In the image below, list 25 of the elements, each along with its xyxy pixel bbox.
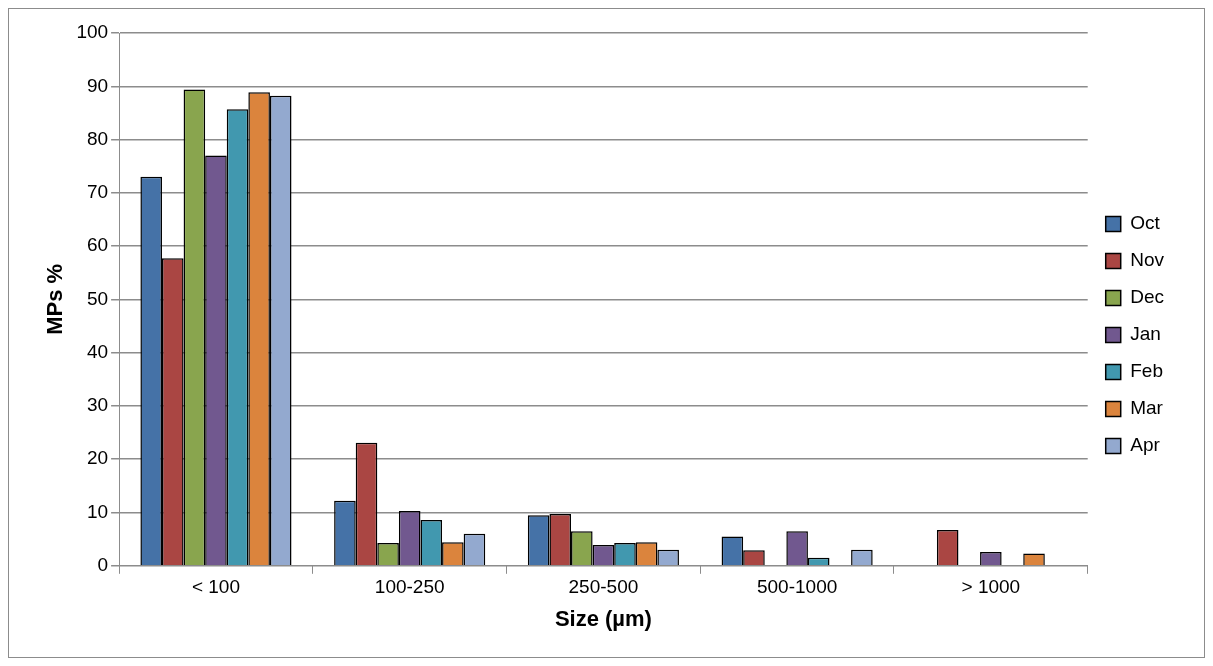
y-tick-label: 90 (86, 74, 109, 96)
legend-label: Mar (1130, 397, 1164, 419)
y-tick-label: 100 (76, 21, 109, 43)
x-tick-label: < 100 (191, 576, 240, 598)
y-tick-label: 10 (86, 500, 109, 522)
x-tick-label: > 1000 (961, 576, 1021, 598)
y-tick-label: 30 (86, 394, 109, 416)
y-tick-label: 80 (86, 127, 109, 149)
legend-label: Apr (1130, 434, 1161, 456)
legend-label: Oct (1130, 212, 1161, 234)
legend-label: Feb (1130, 360, 1163, 382)
x-tick-label: 250-500 (568, 576, 639, 598)
legend-label: Nov (1130, 249, 1165, 271)
legend-label: Dec (1130, 286, 1165, 308)
y-axis-title: MPs % (42, 263, 68, 335)
x-tick-label: 100-250 (374, 576, 445, 598)
y-tick-label: 0 (97, 554, 109, 576)
x-axis-title: Size (µm) (554, 605, 652, 631)
x-tick-label: 500-1000 (756, 576, 838, 598)
y-tick-label: 40 (86, 340, 109, 362)
y-tick-label: 60 (86, 234, 109, 256)
legend-label: Jan (1130, 323, 1161, 345)
y-tick-label: 70 (86, 181, 109, 203)
y-tick-label: 50 (86, 287, 109, 309)
y-tick-label: 20 (86, 447, 109, 469)
